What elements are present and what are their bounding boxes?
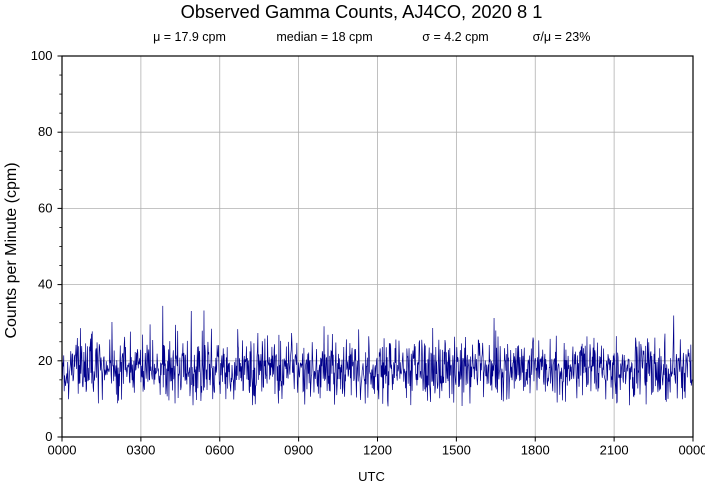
svg-text:40: 40 — [38, 277, 52, 292]
svg-text:0000: 0000 — [679, 443, 705, 458]
svg-text:0000: 0000 — [48, 443, 77, 458]
svg-text:Counts per Minute (cpm): Counts per Minute (cpm) — [3, 162, 20, 338]
svg-text:100: 100 — [31, 48, 53, 63]
svg-text:1200: 1200 — [363, 443, 392, 458]
svg-text:80: 80 — [38, 124, 52, 139]
svg-text:20: 20 — [38, 353, 52, 368]
svg-text:UTC: UTC — [358, 469, 385, 484]
svg-text:0600: 0600 — [205, 443, 234, 458]
svg-text:0900: 0900 — [284, 443, 313, 458]
svg-text:0300: 0300 — [126, 443, 155, 458]
svg-text:1500: 1500 — [442, 443, 471, 458]
svg-text:1800: 1800 — [521, 443, 550, 458]
svg-text:60: 60 — [38, 200, 52, 215]
svg-text:Observed Gamma Counts, AJ4CO,: Observed Gamma Counts, AJ4CO, 2020 8 1 — [181, 1, 543, 22]
svg-text:2100: 2100 — [600, 443, 629, 458]
